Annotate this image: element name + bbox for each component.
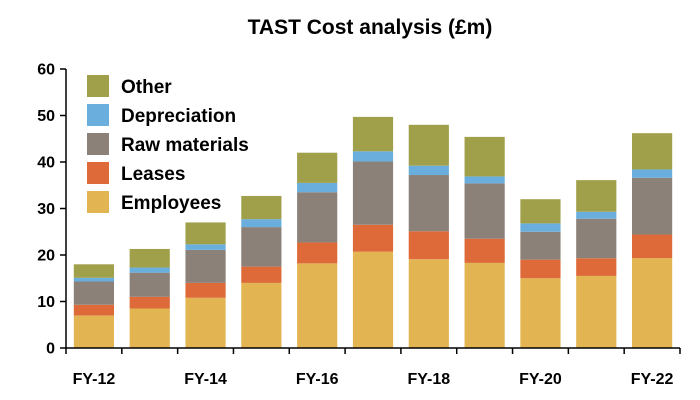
bar-fy-14-depreciation bbox=[185, 244, 226, 250]
bar-fy-12-raw-materials bbox=[73, 281, 114, 305]
bar-fy-20-employees bbox=[520, 278, 561, 348]
bar-fy-15-raw-materials bbox=[241, 227, 282, 267]
bar-fy-18-employees bbox=[408, 259, 449, 348]
legend-swatch bbox=[87, 162, 109, 184]
y-tick-label: 30 bbox=[37, 201, 55, 218]
chart-title: TAST Cost analysis (£m) bbox=[247, 16, 493, 39]
bar-fy-15-employees bbox=[241, 282, 282, 348]
bar-fy-20-depreciation bbox=[520, 223, 561, 232]
legend-label: Other bbox=[121, 77, 172, 98]
y-tick-label: 40 bbox=[37, 155, 55, 172]
bar-fy-15-other bbox=[241, 195, 282, 220]
bar-fy-19-other bbox=[464, 136, 505, 177]
bar-fy-21-employees bbox=[576, 275, 617, 348]
x-tick-label: FY-16 bbox=[296, 371, 339, 388]
bar-fy-15-leases bbox=[241, 266, 282, 283]
bar-fy-19-employees bbox=[464, 262, 505, 348]
bar-fy-21-other bbox=[576, 180, 617, 212]
bar-fy-14-raw-materials bbox=[185, 249, 226, 283]
bar-fy-17-depreciation bbox=[352, 151, 394, 162]
bar-fy-19-raw-materials bbox=[464, 183, 505, 239]
bar-fy-22-depreciation bbox=[632, 169, 673, 178]
bar-fy-21-depreciation bbox=[576, 211, 617, 219]
bar-fy-22-other bbox=[632, 133, 673, 170]
bar-fy-21-leases bbox=[576, 258, 617, 276]
axes-group: 0 10 20 30 40 50 60 FY-12 FY-14 FY-16 FY-18 FY-20 FY… bbox=[37, 62, 681, 388]
bar-fy-18-depreciation bbox=[408, 165, 449, 176]
bars-group bbox=[73, 116, 673, 348]
bar-fy-19-depreciation bbox=[464, 176, 505, 184]
legend: Other Depreciation Raw materials Leases Empl… bbox=[87, 75, 249, 214]
x-tick-label: FY-12 bbox=[73, 371, 116, 388]
y-tick-label: 0 bbox=[46, 341, 55, 358]
x-tick-label: FY-20 bbox=[519, 371, 562, 388]
legend-label: Leases bbox=[121, 164, 185, 185]
bar-fy-14-employees bbox=[185, 297, 226, 348]
x-tick-label: FY-14 bbox=[184, 371, 227, 388]
legend-label: Employees bbox=[121, 193, 221, 214]
bar-fy-20-other bbox=[520, 199, 561, 224]
bar-fy-16-leases bbox=[297, 242, 338, 264]
bar-fy-13-raw-materials bbox=[129, 272, 170, 297]
legend-swatch bbox=[87, 75, 109, 97]
bar-fy-20-raw-materials bbox=[520, 231, 561, 260]
bar-fy-16-other bbox=[297, 152, 338, 183]
bar-fy-22-raw-materials bbox=[632, 177, 673, 235]
y-tick-label: 60 bbox=[37, 62, 55, 79]
bar-fy-21-raw-materials bbox=[576, 218, 617, 259]
bar-fy-12-other bbox=[73, 264, 114, 278]
bar-fy-18-other bbox=[408, 124, 449, 166]
legend-swatch bbox=[87, 133, 109, 155]
bar-fy-13-employees bbox=[129, 308, 170, 348]
bar-fy-13-leases bbox=[129, 296, 170, 309]
y-tick-label: 50 bbox=[37, 108, 55, 125]
bar-fy-18-raw-materials bbox=[408, 175, 449, 232]
bar-fy-12-leases bbox=[73, 304, 114, 316]
legend-label: Depreciation bbox=[121, 106, 236, 127]
bar-fy-20-leases bbox=[520, 259, 561, 279]
bar-fy-13-depreciation bbox=[129, 267, 170, 273]
bar-fy-16-employees bbox=[297, 263, 338, 348]
bar-fy-15-depreciation bbox=[241, 219, 282, 228]
bar-fy-14-other bbox=[185, 222, 226, 245]
legend-label: Raw materials bbox=[121, 135, 249, 156]
legend-swatch bbox=[87, 191, 109, 213]
bar-fy-12-depreciation bbox=[73, 277, 114, 282]
bar-fy-18-leases bbox=[408, 231, 449, 260]
x-tick-label: FY-22 bbox=[631, 371, 674, 388]
bar-fy-12-employees bbox=[73, 315, 114, 348]
bar-fy-22-employees bbox=[632, 258, 673, 348]
bar-fy-17-other bbox=[352, 116, 394, 152]
bar-fy-17-employees bbox=[352, 251, 394, 348]
bar-fy-16-raw-materials bbox=[297, 192, 338, 243]
bar-fy-17-leases bbox=[352, 224, 394, 252]
bar-fy-13-other bbox=[129, 248, 170, 268]
bar-fy-17-raw-materials bbox=[352, 161, 394, 225]
y-tick-label: 20 bbox=[37, 248, 55, 265]
bar-fy-16-depreciation bbox=[297, 182, 338, 193]
y-tick-label: 10 bbox=[37, 294, 55, 311]
bar-fy-22-leases bbox=[632, 234, 673, 259]
bar-fy-14-leases bbox=[185, 282, 226, 298]
x-tick-label: FY-18 bbox=[407, 371, 450, 388]
bar-fy-19-leases bbox=[464, 238, 505, 263]
legend-swatch bbox=[87, 104, 109, 126]
